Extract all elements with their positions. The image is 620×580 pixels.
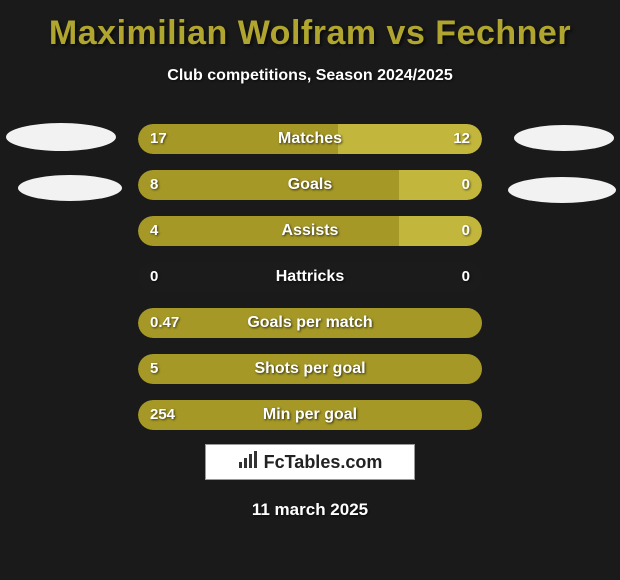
player-left-silhouette-top [6,123,116,151]
stat-label: Matches [138,124,482,154]
stat-row: 254Min per goal [138,400,482,430]
date-label: 11 march 2025 [0,500,620,520]
player-right-silhouette-top [514,125,614,151]
fctables-logo: FcTables.com [205,444,415,480]
stat-label: Assists [138,216,482,246]
logo-text: FcTables.com [264,452,383,473]
comparison-bars: 1712Matches 80Goals 40Assists 00Hattricks 0.… [138,124,482,446]
player-right-silhouette-bottom [508,177,616,203]
stat-label: Goals per match [138,308,482,338]
stat-label: Hattricks [138,262,482,292]
page-title: Maximilian Wolfram vs Fechner [0,0,620,53]
subtitle: Club competitions, Season 2024/2025 [0,67,620,85]
stat-row: 80Goals [138,170,482,200]
stat-row: 1712Matches [138,124,482,154]
stat-row: 00Hattricks [138,262,482,292]
stat-row: 40Assists [138,216,482,246]
stat-row: 5Shots per goal [138,354,482,384]
stat-label: Shots per goal [138,354,482,384]
stat-label: Min per goal [138,400,482,430]
logo-chart-icon [238,451,258,474]
stat-row: 0.47Goals per match [138,308,482,338]
player-left-silhouette-bottom [18,175,122,201]
stat-label: Goals [138,170,482,200]
